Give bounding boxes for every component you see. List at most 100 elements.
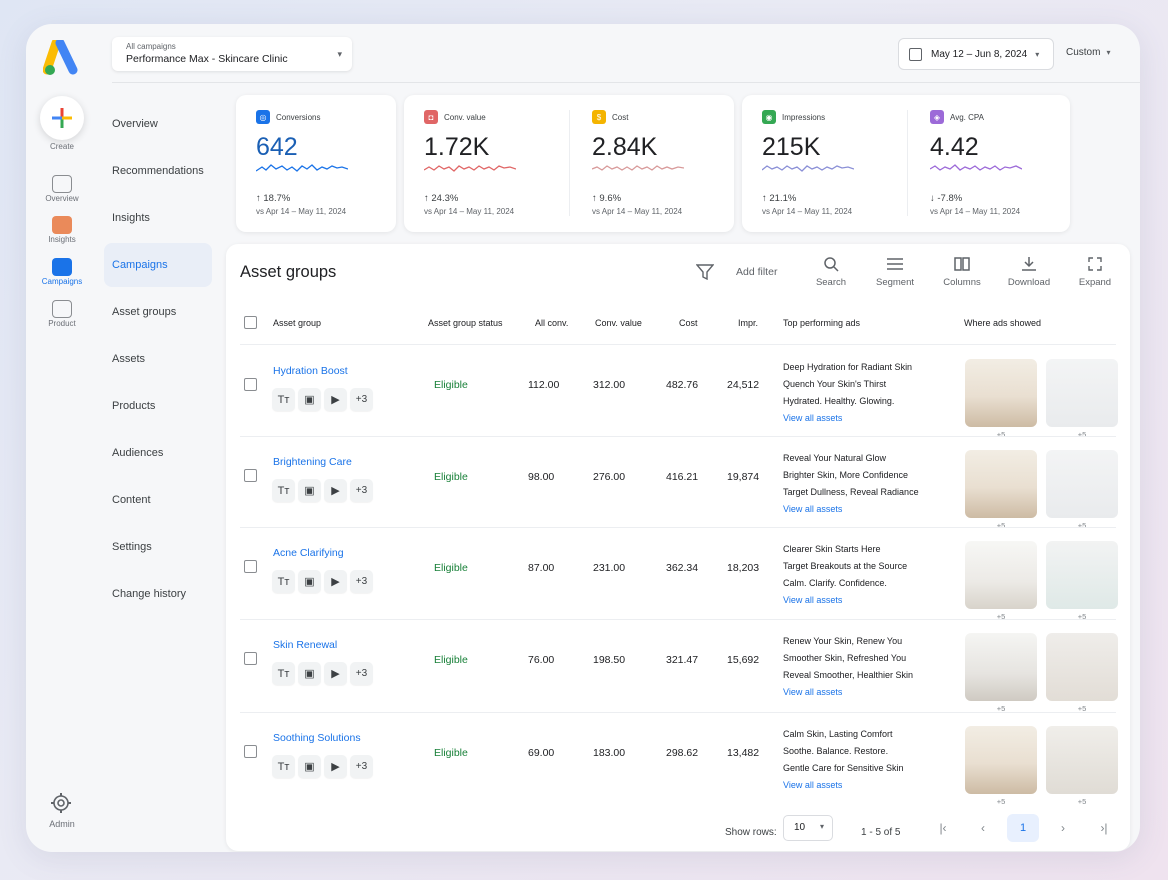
image-asset-icon[interactable]: ▣ bbox=[298, 755, 321, 778]
first-page-button[interactable]: |‹ bbox=[939, 821, 947, 835]
video-asset-icon[interactable]: ▶ bbox=[324, 388, 347, 411]
col-conv-value[interactable]: Conv. value bbox=[595, 318, 642, 328]
status-text: Eligible bbox=[434, 747, 468, 759]
col-all-conv[interactable]: All conv. bbox=[535, 318, 569, 328]
row-checkbox[interactable] bbox=[244, 378, 257, 391]
custom-range-dropdown[interactable]: Custom ▾ bbox=[1066, 47, 1110, 58]
row-checkbox[interactable] bbox=[244, 469, 257, 482]
text-asset-icon[interactable]: Tт bbox=[272, 388, 295, 411]
placement-thumbnail[interactable] bbox=[1046, 726, 1118, 794]
more-assets-count[interactable]: +3 bbox=[350, 570, 373, 593]
text-asset-icon[interactable]: Tт bbox=[272, 570, 295, 593]
all-conv-value: 69.00 bbox=[528, 747, 555, 759]
placement-thumbnail[interactable] bbox=[965, 541, 1037, 609]
placement-thumbnail[interactable] bbox=[1046, 633, 1118, 701]
table-row[interactable]: Soothing Solutions Tт ▣ ▶ +3 Eligible 69… bbox=[226, 712, 1130, 806]
nav-item-campaigns[interactable]: Campaigns bbox=[104, 243, 212, 287]
table-row[interactable]: Brightening Care Tт ▣ ▶ +3 Eligible 98.0… bbox=[226, 436, 1130, 530]
video-asset-icon[interactable]: ▶ bbox=[324, 755, 347, 778]
segment-button[interactable]: Segment bbox=[865, 256, 925, 288]
asset-group-link[interactable]: Acne Clarifying bbox=[273, 547, 344, 559]
col-impr[interactable]: Impr. bbox=[738, 318, 759, 328]
select-all-checkbox[interactable] bbox=[244, 316, 257, 329]
placement-thumbnail[interactable] bbox=[965, 359, 1037, 427]
nav-item-content[interactable]: Content bbox=[112, 494, 151, 506]
asset-group-link[interactable]: Hydration Boost bbox=[273, 365, 348, 377]
col-cost[interactable]: Cost bbox=[679, 318, 698, 328]
metric-card-conversions[interactable]: ◎ Conversions 642 ↑ 18.7% vs Apr 14 – Ma… bbox=[236, 95, 396, 232]
campaigns-rail-icon[interactable] bbox=[52, 258, 72, 276]
text-asset-icon[interactable]: Tт bbox=[272, 479, 295, 502]
more-assets-count[interactable]: +3 bbox=[350, 662, 373, 685]
search-button[interactable]: Search bbox=[801, 256, 861, 288]
image-asset-icon[interactable]: ▣ bbox=[298, 388, 321, 411]
col-top-ads[interactable]: Top performing ads bbox=[783, 318, 861, 328]
asset-group-link[interactable]: Brightening Care bbox=[273, 456, 352, 468]
insights-rail-icon[interactable] bbox=[52, 216, 72, 234]
google-ads-logo[interactable] bbox=[43, 40, 81, 76]
col-where-showed[interactable]: Where ads showed bbox=[964, 318, 1042, 328]
view-all-assets-link[interactable]: View all assets bbox=[783, 504, 843, 514]
metric-card-conv-value-cost[interactable]: ◘ Conv. value 1.72K ↑ 24.3% vs Apr 14 – … bbox=[404, 95, 734, 232]
nav-item-insights[interactable]: Insights bbox=[112, 212, 150, 224]
video-asset-icon[interactable]: ▶ bbox=[324, 662, 347, 685]
nav-item-overview[interactable]: Overview bbox=[112, 118, 158, 130]
overview-rail-icon[interactable] bbox=[52, 175, 72, 193]
next-page-button[interactable]: › bbox=[1061, 821, 1065, 835]
placement-thumbnail[interactable] bbox=[1046, 450, 1118, 518]
product-rail-icon[interactable] bbox=[52, 300, 72, 318]
placement-thumbnail[interactable] bbox=[965, 726, 1037, 794]
col-asset-group[interactable]: Asset group bbox=[273, 318, 322, 328]
view-all-assets-link[interactable]: View all assets bbox=[783, 687, 843, 697]
campaign-selector[interactable]: All campaigns Performance Max - Skincare… bbox=[112, 37, 352, 71]
text-asset-icon[interactable]: Tт bbox=[272, 755, 295, 778]
last-page-button[interactable]: ›| bbox=[1100, 821, 1108, 835]
table-row[interactable]: Hydration Boost Tт ▣ ▶ +3 Eligible 112.0… bbox=[226, 345, 1130, 439]
nav-item-assets[interactable]: Assets bbox=[112, 353, 146, 365]
placement-thumbnail[interactable] bbox=[965, 450, 1037, 518]
view-all-assets-link[interactable]: View all assets bbox=[783, 595, 843, 605]
more-assets-count[interactable]: +3 bbox=[350, 388, 373, 411]
date-range-picker[interactable]: May 12 – Jun 8, 2024 ▾ bbox=[898, 38, 1054, 70]
nav-item-audiences[interactable]: Audiences bbox=[112, 447, 164, 459]
thumbnail-more-count: +5 bbox=[1077, 430, 1087, 439]
video-asset-icon[interactable]: ▶ bbox=[324, 479, 347, 502]
nav-item-recommendations[interactable]: Recommendations bbox=[112, 165, 204, 177]
create-button[interactable] bbox=[40, 96, 84, 140]
view-all-assets-link[interactable]: View all assets bbox=[783, 780, 843, 790]
nav-item-asset-groups[interactable]: Asset groups bbox=[112, 306, 177, 318]
row-checkbox[interactable] bbox=[244, 652, 257, 665]
placement-thumbnail[interactable] bbox=[1046, 359, 1118, 427]
image-asset-icon[interactable]: ▣ bbox=[298, 662, 321, 685]
nav-item-products[interactable]: Products bbox=[112, 400, 156, 412]
download-button[interactable]: Download bbox=[999, 256, 1059, 288]
row-checkbox[interactable] bbox=[244, 560, 257, 573]
columns-button[interactable]: Columns bbox=[932, 256, 992, 288]
view-all-assets-link[interactable]: View all assets bbox=[783, 413, 843, 423]
current-page[interactable]: 1 bbox=[1007, 814, 1039, 842]
rows-per-page-select[interactable]: 10 ▾ bbox=[783, 815, 833, 841]
asset-group-link[interactable]: Soothing Solutions bbox=[273, 732, 361, 744]
col-status[interactable]: Asset group status bbox=[428, 318, 503, 328]
metric-card-impressions-cpa[interactable]: ◉ Impressions 215K ↑ 21.1% vs Apr 14 – M… bbox=[742, 95, 1070, 232]
image-asset-icon[interactable]: ▣ bbox=[298, 479, 321, 502]
more-assets-count[interactable]: +3 bbox=[350, 755, 373, 778]
image-asset-icon[interactable]: ▣ bbox=[298, 570, 321, 593]
placement-thumbnail[interactable] bbox=[1046, 541, 1118, 609]
placement-thumbnail[interactable] bbox=[965, 633, 1037, 701]
expand-button[interactable]: Expand bbox=[1065, 256, 1125, 288]
row-checkbox[interactable] bbox=[244, 745, 257, 758]
table-row[interactable]: Acne Clarifying Tт ▣ ▶ +3 Eligible 87.00… bbox=[226, 527, 1130, 621]
gear-icon[interactable] bbox=[50, 792, 72, 814]
asset-group-link[interactable]: Skin Renewal bbox=[273, 639, 338, 651]
table-row[interactable]: Skin Renewal Tт ▣ ▶ +3 Eligible 76.00 19… bbox=[226, 619, 1130, 713]
chevron-down-icon: ▾ bbox=[1106, 48, 1111, 57]
cost-cell: 416.21 bbox=[666, 471, 699, 483]
prev-page-button[interactable]: ‹ bbox=[981, 821, 985, 835]
nav-item-settings[interactable]: Settings bbox=[112, 541, 152, 553]
more-assets-count[interactable]: +3 bbox=[350, 479, 373, 502]
add-filter-button[interactable]: Add filter bbox=[696, 264, 777, 280]
nav-item-change-history[interactable]: Change history bbox=[112, 588, 186, 600]
text-asset-icon[interactable]: Tт bbox=[272, 662, 295, 685]
video-asset-icon[interactable]: ▶ bbox=[324, 570, 347, 593]
